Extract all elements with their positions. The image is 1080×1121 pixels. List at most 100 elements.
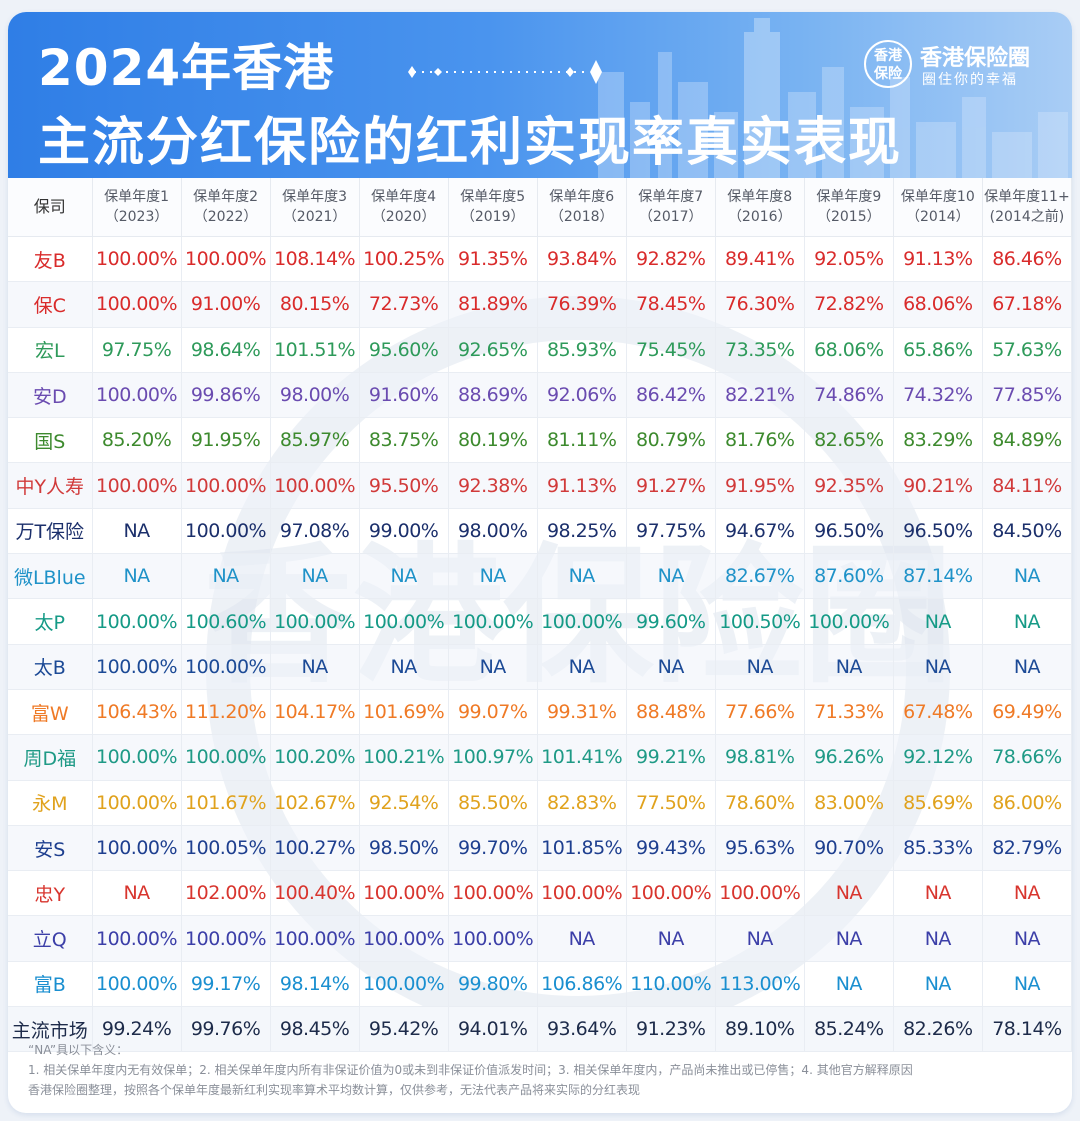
column-header: 保单年度1 （2023）	[92, 178, 182, 237]
skyline-illustration	[598, 18, 1068, 178]
rate-cell: 100.00%	[537, 870, 627, 917]
table-row: 安D 100.00% 99.86% 98.00% 91.60% 88.69% 92.06% 8…	[8, 372, 1072, 419]
rate-cell: 95.60%	[359, 327, 449, 373]
rate-cell: 98.81%	[715, 734, 805, 781]
rate-cell: 82.26%	[893, 1006, 983, 1053]
rate-cell: 88.48%	[626, 689, 716, 736]
rate-cell: 92.82%	[626, 236, 716, 283]
rate-cell: 78.60%	[715, 780, 805, 826]
rate-cell: 67.48%	[893, 689, 983, 736]
rate-cell: 98.25%	[537, 508, 627, 555]
rate-cell: NA	[359, 644, 449, 690]
rate-cell: 57.63%	[982, 327, 1072, 373]
rate-cell: NA	[92, 508, 182, 555]
rate-cell: 77.50%	[626, 780, 716, 826]
rate-cell: 84.11%	[982, 462, 1072, 509]
company-name-cell: 富B	[8, 961, 93, 1008]
rate-cell: 99.60%	[626, 598, 716, 645]
rate-cell: 83.29%	[893, 417, 983, 464]
rate-cell: 81.76%	[715, 417, 805, 464]
rate-cell: 94.01%	[448, 1006, 538, 1053]
rate-cell: 95.42%	[359, 1006, 449, 1053]
column-header-label: 保单年度7	[638, 189, 704, 205]
company-name-cell: 太B	[8, 644, 93, 690]
column-header: 保单年度10 （2014）	[893, 178, 983, 237]
rate-cell: 100.00%	[92, 462, 182, 509]
footnote-line-1: 1. 相关保单年度内无有效保单；2. 相关保单年度内所有非保证价值为0或未到非保…	[28, 1063, 913, 1077]
rate-cell: 77.85%	[982, 372, 1072, 419]
table-row: 安S 100.00% 100.05% 100.27% 98.50% 99.70% 101.8…	[8, 825, 1072, 872]
rate-cell: 113.00%	[715, 961, 805, 1008]
company-name-cell: 安D	[8, 372, 93, 419]
rate-cell: NA	[893, 870, 983, 917]
column-header: 保单年度2 （2022）	[181, 178, 271, 237]
rate-cell: 72.82%	[804, 281, 894, 328]
rate-cell: 85.69%	[893, 780, 983, 826]
rate-cell: 88.69%	[448, 372, 538, 419]
rate-cell: 97.08%	[270, 508, 360, 555]
rate-cell: 101.85%	[537, 825, 627, 872]
rate-cell: 65.86%	[893, 327, 983, 373]
rate-cell: NA	[715, 915, 805, 962]
rate-cell: 97.75%	[626, 508, 716, 555]
rate-cell: 78.45%	[626, 281, 716, 328]
rate-cell: 99.80%	[448, 961, 538, 1008]
rate-cell: 80.19%	[448, 417, 538, 464]
rate-cell: NA	[982, 644, 1072, 690]
company-name-cell: 永M	[8, 780, 93, 826]
rate-cell: 100.00%	[92, 372, 182, 419]
rate-cell: 100.00%	[92, 825, 182, 872]
rate-cell: 82.79%	[982, 825, 1072, 872]
column-header: 保单年度11+ (2014之前)	[982, 178, 1072, 237]
company-name-cell: 太P	[8, 598, 93, 645]
rate-cell: 84.89%	[982, 417, 1072, 464]
rate-cell: NA	[982, 598, 1072, 645]
rate-cell: 99.70%	[448, 825, 538, 872]
rate-cell: 92.06%	[537, 372, 627, 419]
rate-cell: NA	[359, 553, 449, 600]
rate-cell: 99.31%	[537, 689, 627, 736]
rate-cell: 69.49%	[982, 689, 1072, 736]
rate-cell: 100.00%	[92, 598, 182, 645]
company-name-cell: 万T保险	[8, 508, 93, 555]
rate-cell: 100.00%	[92, 734, 182, 781]
company-name-cell: 忠Y	[8, 870, 93, 917]
rate-cell: 100.00%	[181, 644, 271, 690]
rate-cell: 89.41%	[715, 236, 805, 283]
rate-cell: 97.75%	[92, 327, 182, 373]
rate-cell: 85.24%	[804, 1006, 894, 1053]
rate-cell: 80.15%	[270, 281, 360, 328]
table-row: 立Q 100.00% 100.00% 100.00% 100.00% 100.00% NA N…	[8, 915, 1072, 962]
column-header-label: 保单年度9	[816, 189, 882, 205]
rate-cell: 100.05%	[181, 825, 271, 872]
rate-cell: NA	[626, 915, 716, 962]
column-header-label: 保单年度1	[104, 189, 169, 205]
rate-cell: 74.86%	[804, 372, 894, 419]
rate-cell: 100.00%	[626, 870, 716, 917]
market-average-row: 主流市场 99.24% 99.76% 98.45% 95.42% 94.01% 93.64%…	[8, 1006, 1072, 1053]
rate-cell: 110.00%	[626, 961, 716, 1008]
column-header: 保单年度6 （2018）	[537, 178, 627, 237]
rate-cell: 100.00%	[92, 644, 182, 690]
rate-cell: 85.97%	[270, 417, 360, 464]
company-name-cell: 微LBlue	[8, 553, 93, 600]
column-header: 保单年度9 （2015）	[804, 178, 894, 237]
rate-cell: 93.64%	[537, 1006, 627, 1053]
rate-cell: 100.00%	[181, 734, 271, 781]
column-header-label: 保单年度8	[727, 189, 793, 205]
table-body: 友B 100.00% 100.00% 108.14% 100.25% 91.35% 93.8…	[8, 236, 1072, 1053]
rate-cell: 78.14%	[982, 1006, 1072, 1053]
rate-cell: 100.50%	[715, 598, 805, 645]
brand-logo: 香港 保险 香港保险圈 圈住你的幸福	[864, 40, 1044, 100]
rate-cell: 91.13%	[537, 462, 627, 509]
rate-cell: 99.07%	[448, 689, 538, 736]
rate-cell: 98.50%	[359, 825, 449, 872]
table-header-row: 保司 保单年度1 （2023） 保单年度2 （2022） 保单年度3 （2021） 保单年度…	[8, 178, 1072, 237]
rate-cell: 100.00%	[270, 598, 360, 645]
rate-cell: 95.63%	[715, 825, 805, 872]
rate-cell: 101.41%	[537, 734, 627, 781]
rate-cell: 100.00%	[804, 598, 894, 645]
rate-cell: 91.60%	[359, 372, 449, 419]
rate-cell: NA	[893, 915, 983, 962]
title-line-2: 主流分红保险的红利实现率真实表现	[38, 113, 903, 173]
